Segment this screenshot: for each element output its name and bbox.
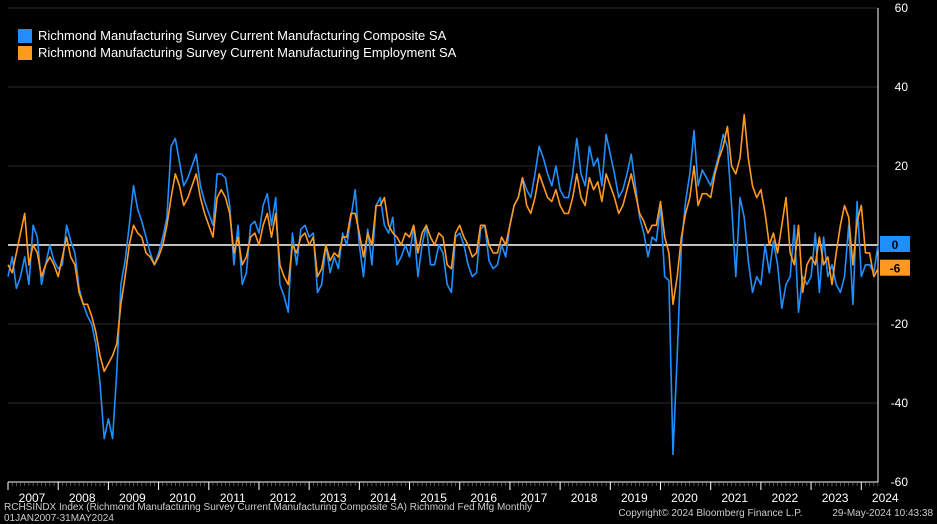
svg-text:60: 60 [895, 1, 909, 15]
legend-swatch-employment [18, 46, 32, 60]
legend-label-employment: Richmond Manufacturing Survey Current Ma… [38, 45, 456, 60]
footer-copyright: Copyright© 2024 Bloomberg Finance L.P. [618, 508, 802, 519]
legend-label-composite: Richmond Manufacturing Survey Current Ma… [38, 28, 446, 43]
svg-text:-40: -40 [891, 396, 909, 410]
svg-text:-6: -6 [890, 262, 901, 276]
svg-text:2019: 2019 [621, 491, 648, 505]
svg-text:2023: 2023 [822, 491, 849, 505]
legend-item-employment: Richmond Manufacturing Survey Current Ma… [18, 45, 456, 60]
svg-text:2020: 2020 [671, 491, 698, 505]
footer: RCHSINDX Index (Richmond Manufacturing S… [0, 505, 937, 521]
svg-text:-60: -60 [891, 475, 909, 489]
chart-svg: -60-40-200204060200720082009201020112012… [0, 0, 937, 521]
svg-text:40: 40 [895, 80, 909, 94]
svg-text:0: 0 [892, 238, 899, 252]
svg-text:2024: 2024 [872, 491, 899, 505]
footer-timestamp: 29-May-2024 10:43:38 [832, 508, 933, 519]
legend-item-composite: Richmond Manufacturing Survey Current Ma… [18, 28, 456, 43]
svg-text:2021: 2021 [721, 491, 748, 505]
legend: Richmond Manufacturing Survey Current Ma… [18, 28, 456, 62]
svg-text:2022: 2022 [772, 491, 799, 505]
svg-text:20: 20 [895, 159, 909, 173]
svg-text:-20: -20 [891, 317, 909, 331]
chart-container: -60-40-200204060200720082009201020112012… [0, 0, 937, 521]
legend-swatch-composite [18, 29, 32, 43]
